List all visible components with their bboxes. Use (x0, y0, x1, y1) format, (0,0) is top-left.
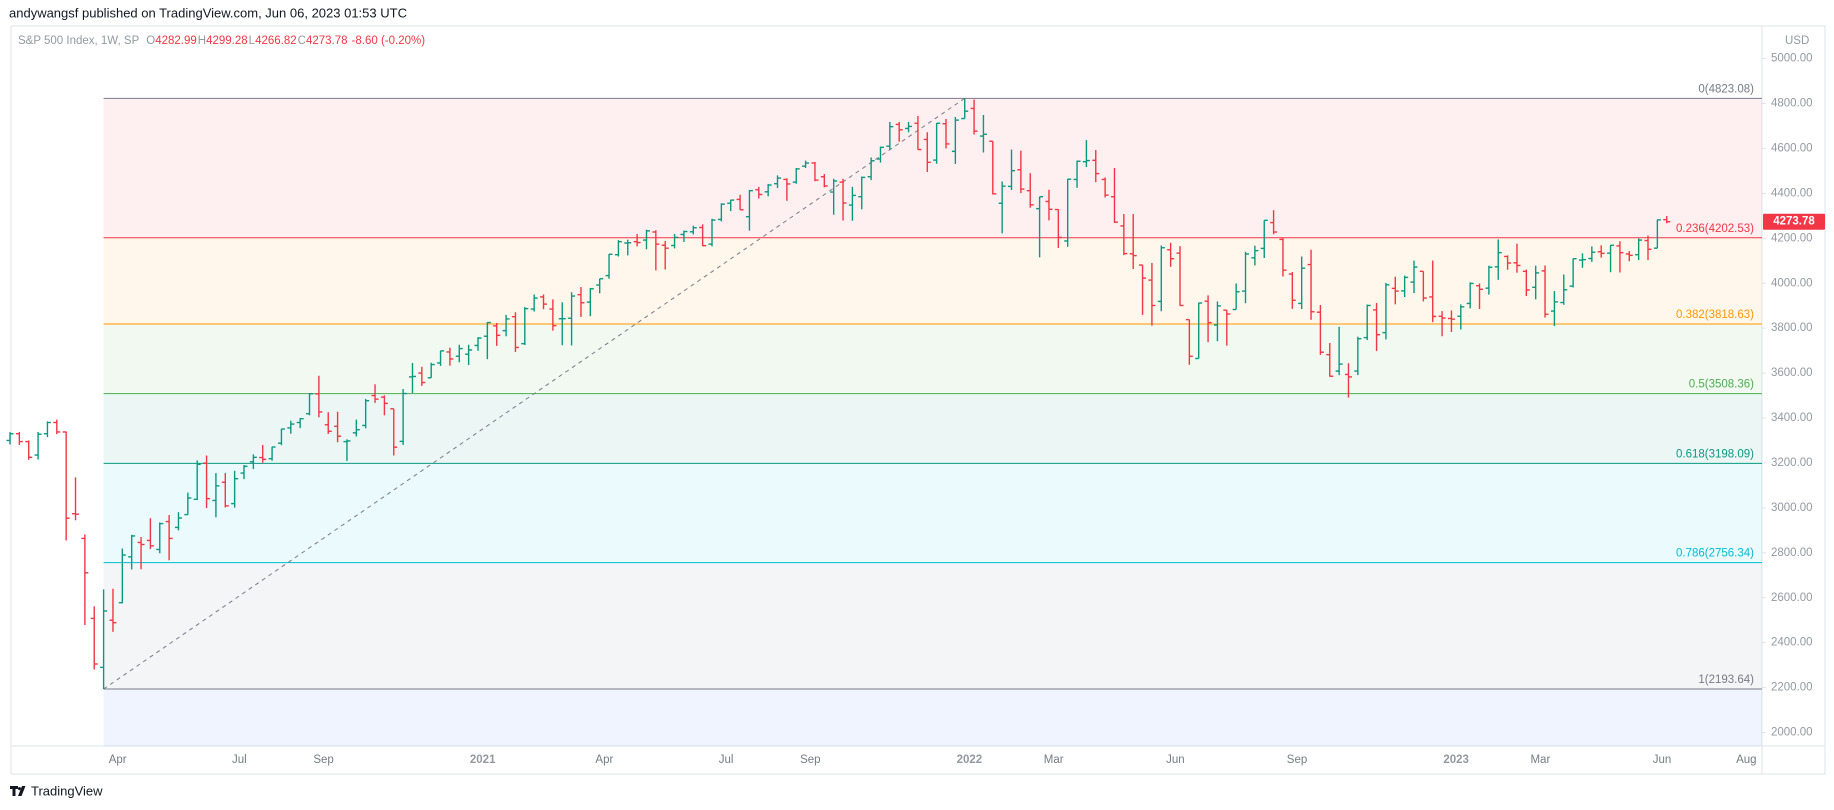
fib-level-label: 0.5(3508.36) (1689, 379, 1754, 391)
ohlc-key: C (298, 35, 306, 47)
fib-level-label: 0.382(3818.63) (1676, 309, 1754, 321)
x-tick-label: Apr (109, 754, 127, 766)
footer-logo: TradingView (10, 783, 103, 798)
x-tick-label: 2022 (957, 754, 983, 766)
fib-band (103, 463, 1763, 563)
fib-band (103, 562, 1763, 690)
fib-level-label: 0.786(2756.34) (1676, 548, 1754, 560)
fib-band (103, 98, 1763, 238)
x-tick-label: 2023 (1443, 754, 1469, 766)
x-tick-label: Jun (1166, 754, 1185, 766)
x-tick-label: Sep (1287, 754, 1307, 766)
overlay: 0(4823.08) 0.236(4202.53) 0.382(3818.63) 0.… (1676, 83, 1754, 686)
footer-brand: TradingView (31, 783, 103, 798)
y-tick-label: 4400.00 (1771, 187, 1813, 199)
fib-band (103, 237, 1763, 324)
y-tick-label: 3600.00 (1771, 367, 1813, 379)
y-tick-label: 2200.00 (1771, 682, 1813, 694)
ohlc-value: 4299.28 (206, 35, 248, 47)
ohlc-key: L (249, 35, 256, 47)
logo-mark (10, 786, 26, 796)
x-tick-label: Mar (1044, 754, 1064, 766)
byline: andywangsf published on TradingView.com,… (9, 5, 407, 20)
price-change: -8.60 (-0.20%) (352, 35, 426, 47)
ohlc-value: 4273.78 (306, 35, 348, 47)
fib-level-label: 1(2193.64) (1698, 674, 1754, 686)
y-tick-label: 3400.00 (1771, 412, 1813, 424)
x-tick-label: Sep (800, 754, 820, 766)
last-price-box (1763, 213, 1825, 230)
ohlc-key: H (198, 35, 206, 47)
y-tick-label: 3800.00 (1771, 322, 1813, 334)
y-tick-label: 4800.00 (1771, 98, 1813, 110)
fib-band (103, 393, 1763, 464)
x-tick-label: Mar (1530, 754, 1550, 766)
fib-level-label: 0.236(4202.53) (1676, 223, 1754, 235)
y-tick-label: 2800.00 (1771, 547, 1813, 559)
last-price-label: 4273.78 (1773, 216, 1815, 228)
ohlc-key: O (146, 35, 155, 47)
fib-level-label: 0(4823.08) (1698, 83, 1754, 95)
x-tick-label: Jun (1653, 754, 1672, 766)
x-tick-label: Apr (595, 754, 613, 766)
fib-level-label: 0.618(3198.09) (1676, 448, 1754, 460)
y-tick-label: 2400.00 (1771, 637, 1813, 649)
chart-frame (10, 25, 1826, 775)
fib-extension-band (103, 689, 1763, 746)
ohlc-value: 4282.99 (155, 35, 197, 47)
y-tick-label: 5000.00 (1771, 53, 1813, 65)
x-tick-label: Sep (313, 754, 333, 766)
y-tick-label: 2600.00 (1771, 592, 1813, 604)
currency: USD (1785, 35, 1809, 47)
x-tick-label: Aug (1736, 754, 1756, 766)
x-tick-label: Jul (719, 754, 734, 766)
y-tick-label: 2000.00 (1771, 727, 1813, 739)
y-tick-label: 4200.00 (1771, 232, 1813, 244)
y-tick-label: 3200.00 (1771, 457, 1813, 469)
ohlc-value: 4266.82 (255, 35, 297, 47)
y-tick-label: 4600.00 (1771, 142, 1813, 154)
fib-band (103, 323, 1763, 394)
fib-trend-line (103, 97, 966, 690)
symbol-name: S&P 500 Index, 1W, SP (18, 35, 140, 47)
x-tick-label: Jul (232, 754, 247, 766)
x-tick-label: 2021 (470, 754, 496, 766)
y-tick-label: 3000.00 (1771, 502, 1813, 514)
plot-area (6, 97, 1763, 746)
y-tick-label: 4000.00 (1771, 277, 1813, 289)
